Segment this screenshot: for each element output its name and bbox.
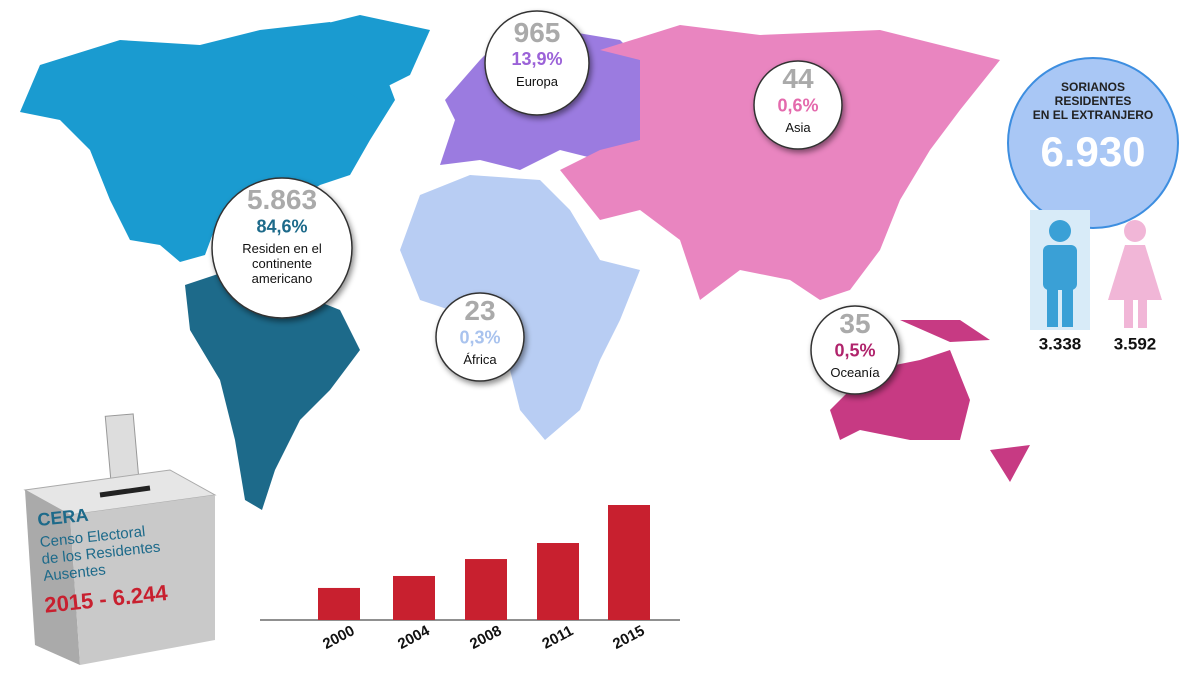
region-bubble: 440,6% Asia <box>753 60 843 150</box>
bubble <box>435 292 525 382</box>
x-tick-label: 2004 <box>395 622 433 653</box>
bar <box>318 587 360 620</box>
ballot-paper <box>104 413 140 482</box>
region-label: Residen en el <box>242 241 322 256</box>
box-front <box>70 495 215 665</box>
region-percent: 13,9% <box>511 49 562 69</box>
x-tick-label: 2015 <box>610 622 647 653</box>
region-percent: 84,6% <box>256 216 307 236</box>
region-percent: 0,5% <box>834 341 875 361</box>
asia <box>560 25 1000 300</box>
oceania <box>830 320 1030 482</box>
bar <box>537 543 579 620</box>
summary-total: 6.930 <box>1040 128 1145 175</box>
x-tick-label: 2008 <box>467 622 504 653</box>
slot <box>99 485 151 498</box>
greenland <box>300 15 430 100</box>
region-label: África <box>463 352 497 367</box>
men-count: 3.338 <box>1039 334 1082 353</box>
woman-icon <box>1108 220 1162 328</box>
africa <box>400 175 640 440</box>
bubble <box>810 305 900 395</box>
region-label: Oceanía <box>830 365 880 380</box>
box-side <box>25 490 80 665</box>
region-label: Asia <box>785 120 811 135</box>
region-count: 44 <box>782 63 814 94</box>
region-label: Europa <box>516 74 559 89</box>
x-tick-label: 2000 <box>320 622 357 653</box>
bubble <box>484 10 590 116</box>
summary-title: RESIDENTES <box>1055 94 1132 108</box>
women-count: 3.592 <box>1114 334 1157 353</box>
cera-line: Ausentes <box>43 561 107 584</box>
ballot-box <box>23 413 217 665</box>
bubble <box>211 177 353 319</box>
region-percent: 0,6% <box>777 96 818 116</box>
bubble <box>753 60 843 150</box>
region-percent: 0,3% <box>459 328 500 348</box>
summary: SORIANOS RESIDENTES EN EL EXTRANJERO 6.9… <box>1007 57 1179 353</box>
summary-title: SORIANOS <box>1061 80 1125 94</box>
bar <box>393 575 435 620</box>
bar <box>608 505 650 620</box>
region-bubble: 350,5% Oceanía <box>810 305 900 395</box>
region-label: americano <box>252 271 313 286</box>
region-count: 23 <box>464 295 495 326</box>
summary-title: EN EL EXTRANJERO <box>1033 108 1153 122</box>
region-count: 35 <box>839 308 870 339</box>
region-count: 5.863 <box>247 184 317 215</box>
region-count: 965 <box>514 17 561 48</box>
region-bubble: 230,3% África <box>435 292 525 382</box>
man-icon <box>1043 220 1077 327</box>
bar <box>465 559 507 620</box>
summary-circle <box>1007 57 1179 229</box>
x-tick-label: 2011 <box>539 622 576 652</box>
region-label: continente <box>252 256 312 271</box>
north-america <box>20 22 395 262</box>
south-america <box>185 270 360 510</box>
